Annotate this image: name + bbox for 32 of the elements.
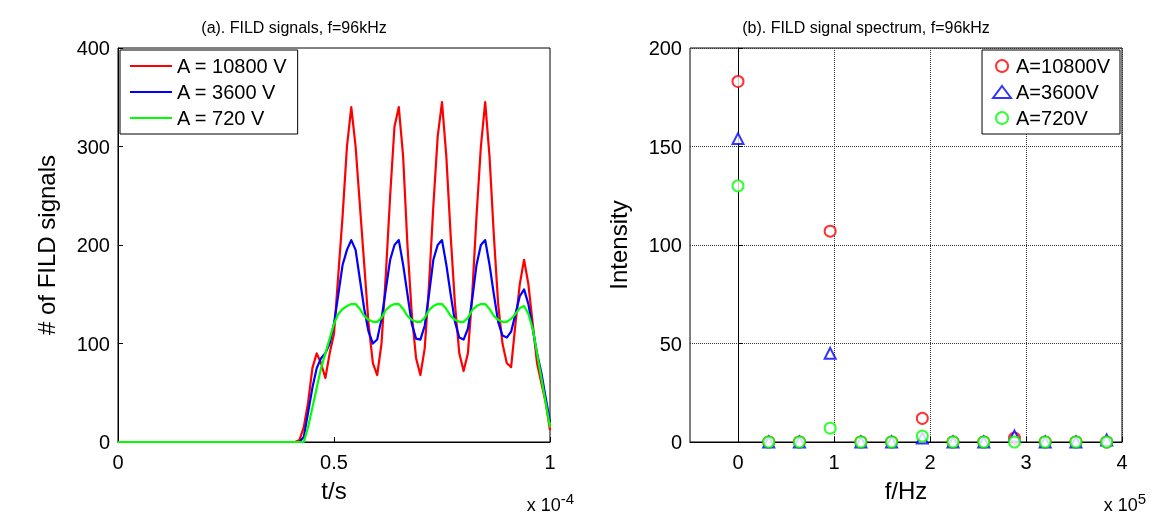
y-tick-label: 150 [648,135,682,158]
y-tick-label: 200 [76,234,110,256]
legend-label: A=3600V [1016,81,1100,103]
x-tick-label: 0 [732,451,744,473]
text: x 10$^{5}$ [1103,490,1146,516]
legend-label: A = 10800 V [177,55,288,77]
chart-title: (a). FILD signals, f=96kHz [201,18,387,36]
x-axis-title: t/s [321,476,347,504]
y-axis-title: # of FILD signals [32,154,60,336]
y-tick-label: 400 [76,37,110,59]
y-tick-label: 100 [648,234,682,256]
x-tick-label: 1 [544,451,556,473]
y-tick-label: 200 [648,37,682,59]
chart-title: (b). FILD signal spectrum, f=96kHz [742,18,990,36]
y-tick-label: 50 [659,332,682,355]
y-axis-title: Intensity [604,200,632,290]
x-tick-label: 3 [1020,451,1032,473]
x-tick-label: 4 [1116,451,1128,473]
legend-label: A = 720 V [177,107,265,129]
y-tick-label: 0 [98,431,110,453]
x-tick-label: 0.5 [320,451,348,473]
x-axis-title: f/Hz [884,476,928,504]
x-tick-label: 1 [828,451,840,473]
y-tick-label: 0 [670,431,682,453]
legend-label: A=10800V [1016,55,1111,77]
legend-label: A = 3600 V [177,81,277,103]
x-tick-label: 0 [112,451,124,473]
y-tick-label: 100 [76,332,110,355]
legend-label: A=720V [1016,107,1089,129]
x-tick-label: 2 [924,451,936,473]
text: x 10$^{-4}$ [526,490,574,516]
y-tick-label: 300 [76,135,110,158]
